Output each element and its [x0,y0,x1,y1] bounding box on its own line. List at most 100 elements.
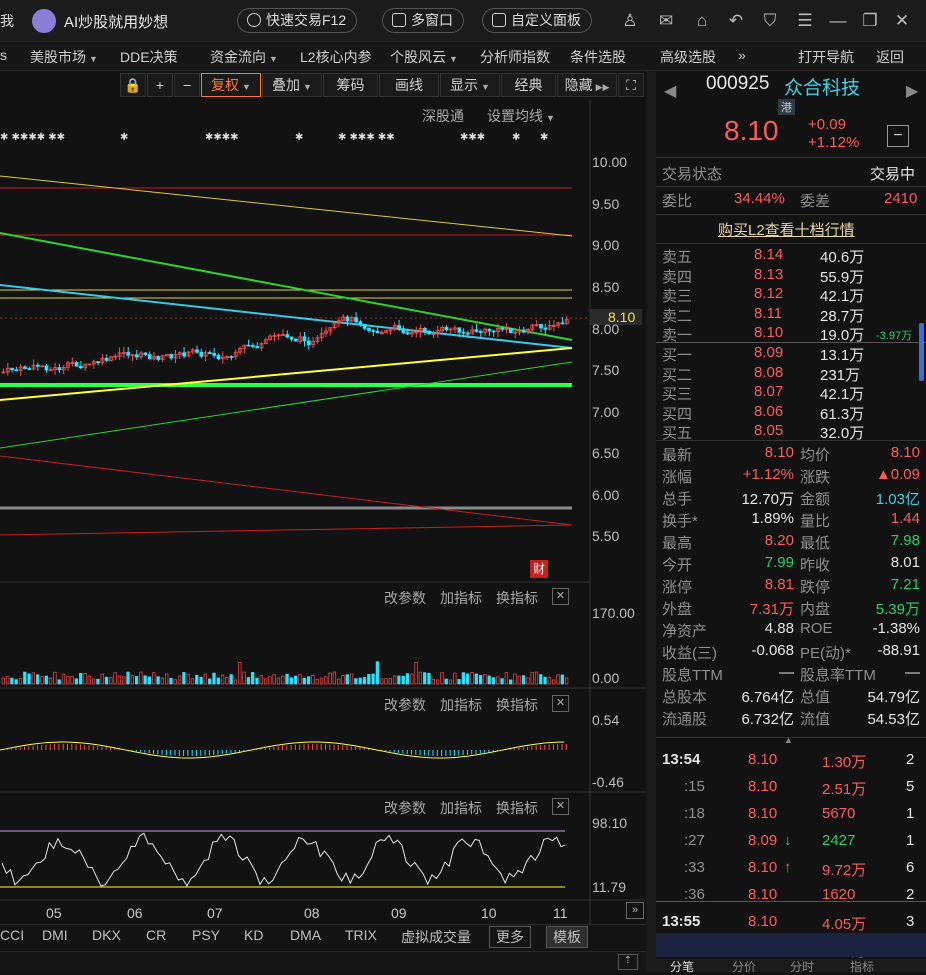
kdj-change-param[interactable]: 改参数 [384,800,426,816]
draw-line-button[interactable]: 画线 [379,73,439,97]
volume-bar [130,675,134,685]
finance-badge[interactable]: 财 [530,560,548,578]
volume-bar [27,673,31,685]
menu-item-condition[interactable]: 条件选股 [570,49,626,65]
bid-volume: 13.1万 [820,347,865,364]
close-icon[interactable]: ✕ [894,11,910,30]
tick-price: 8.10 [748,751,778,768]
ai-robot-icon[interactable] [32,9,56,33]
more-button[interactable]: 更多 [489,926,531,948]
tab-indicator[interactable]: 指标 [850,960,875,974]
back-icon[interactable]: ↶ [728,11,744,30]
candle-body [229,356,234,358]
menu-icon[interactable]: ☰ [797,11,813,30]
candle-body [440,326,445,332]
candle-body [48,369,53,371]
tick-price: 8.10 [748,859,778,876]
vol-add-indicator[interactable]: 加指标 [440,590,482,606]
ma-setting-link[interactable]: 设置均线 ▼ [487,108,555,124]
tab-psy[interactable]: PSY [192,927,221,943]
display-dropdown[interactable]: 显示 ▼ [440,73,500,97]
tick-time: 13:54 [662,751,701,768]
next-stock-icon[interactable]: ▶ [906,83,919,100]
tab-dma[interactable]: DMA [290,927,322,943]
candle-body [259,343,264,349]
macd-dea-line [0,741,565,759]
scroll-right-icon[interactable]: » [626,902,644,919]
menu-prev-fragment[interactable]: s [0,47,7,63]
fullscreen-icon[interactable]: ⛶ [618,73,644,97]
title-bar: 我 AI炒股就用妙想 快速交易F12 多窗口 自定义面板 ♙ ✉ ⌂ ↶ ⛉ ☰… [0,0,926,42]
tab-dkx[interactable]: DKX [92,927,121,943]
classic-button[interactable]: 经典 [501,73,556,97]
minimize-icon[interactable]: — [829,11,847,30]
prev-stock-icon[interactable]: ◀ [664,83,677,100]
hide-button[interactable]: 隐藏 ▶▶ [557,73,617,97]
menu-item-return[interactable]: 返回 [876,49,904,65]
menu-item-stock-news[interactable]: 个股风云 ▼ [390,49,458,65]
orderbook-scrollbar[interactable] [919,323,924,381]
fuquan-dropdown[interactable]: 复权 ▼ [201,73,261,97]
zoom-out-button[interactable]: − [174,73,200,97]
menu-item-advanced[interactable]: 高级选股 [660,49,716,65]
tab-kd[interactable]: KD [244,927,264,943]
buy-l2-link[interactable]: 购买L2查看十档行情 [718,222,855,239]
menu-item-dde[interactable]: DDE决策 [120,49,178,65]
kdj-switch-indicator[interactable]: 换指标 [496,800,538,816]
tab-trix[interactable]: TRIX [345,927,377,943]
home-icon[interactable]: ⌂ [696,11,708,30]
vol-switch-indicator[interactable]: 换指标 [496,590,538,606]
tab-timeshare[interactable]: 分时 [790,960,815,974]
vol-close-icon[interactable]: ✕ [552,588,569,605]
expand-handle-icon[interactable]: ▲ [784,735,793,745]
fast-trade-button[interactable]: 快速交易F12 [237,8,358,33]
tab-virtual-volume[interactable]: 虚拟成交量 [401,929,471,945]
candle-body [500,327,505,330]
expand-up-icon[interactable]: ⇡ [618,954,638,970]
volume-bar [414,662,418,685]
candle-body [182,352,187,357]
kline-chart-area[interactable]: 深股通 设置均线 ▼ ✱ ✱✱✱✱ ✱✱ ✱ ✱✱✱✱ ✱ ✱ ✱✱✱ ✱✱ ✱✱… [0,100,646,924]
tick-volume: 2427 [822,832,856,849]
menu-item-analyst[interactable]: 分析师指数 [480,49,550,65]
restore-icon[interactable]: ❐ [862,11,878,30]
menu-item-l2[interactable]: L2核心内参 [300,49,372,65]
macd-switch-indicator[interactable]: 换指标 [496,697,538,713]
kdj-add-indicator[interactable]: 加指标 [440,800,482,816]
menu-more-icon[interactable]: » [738,47,746,63]
volume-bar [397,675,401,685]
macd-change-param[interactable]: 改参数 [384,697,426,713]
lock-icon[interactable]: 🔒 [120,73,146,97]
menu-item-open-nav[interactable]: 打开导航 [798,49,854,65]
tick-volume: 2.51万 [822,781,867,798]
tab-cr[interactable]: CR [146,927,167,943]
candle-body [220,356,225,360]
multi-window-button[interactable]: 多窗口 [382,8,464,33]
sgt-link[interactable]: 深股通 [422,108,464,124]
chips-button[interactable]: 筹码 [323,73,378,97]
zoom-in-button[interactable]: + [147,73,173,97]
menu-item-fund-flow[interactable]: 资金流向 ▼ [210,49,278,65]
volume-bar [5,676,10,685]
collapse-icon[interactable]: − [887,125,909,147]
macd-close-icon[interactable]: ✕ [552,695,569,712]
kdj-close-icon[interactable]: ✕ [552,798,569,815]
tab-dmi[interactable]: DMI [42,927,68,943]
overlay-dropdown[interactable]: 叠加 ▼ [262,73,322,97]
stat-row: 收益(三) -0.068 PE(动)* -88.91 [662,642,924,663]
menu-item-us-market[interactable]: 美股市场 ▼ [30,49,98,65]
tab-cci[interactable]: CCI [0,927,25,943]
tab-tick-detail[interactable]: 分笔 [670,960,695,974]
vol-change-param[interactable]: 改参数 [384,590,426,606]
user-icon[interactable]: ♙ [622,11,638,30]
splitter[interactable] [646,71,656,972]
tick-row: :33 8.10 ↑ 9.72万 6 [662,859,924,880]
tab-price-split[interactable]: 分价 [732,960,757,974]
candle-body [203,352,208,357]
macd-add-indicator[interactable]: 加指标 [440,697,482,713]
mail-icon[interactable]: ✉ [658,11,674,30]
ai-label[interactable]: AI炒股就用妙想 [64,14,169,31]
custom-panel-button[interactable]: 自定义面板 [482,8,592,33]
template-button[interactable]: 模板 [546,926,588,948]
shirt-icon[interactable]: ⛉ [763,11,777,30]
